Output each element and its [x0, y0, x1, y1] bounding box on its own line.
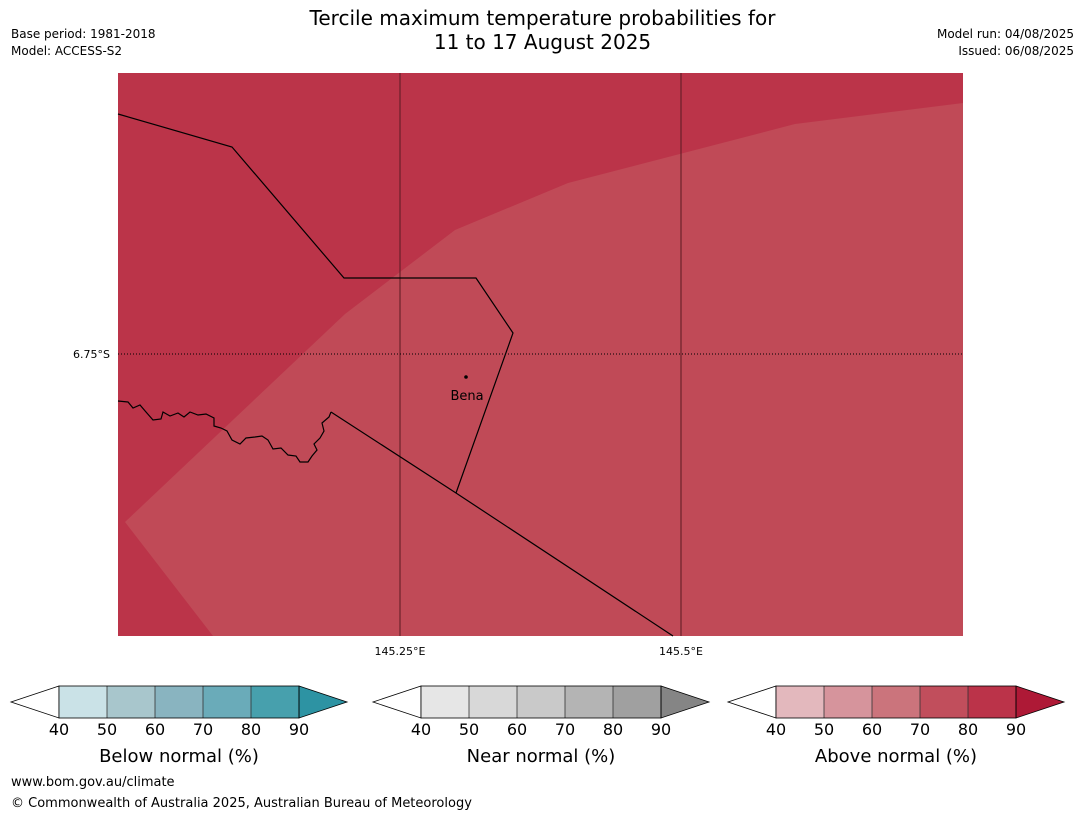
above-cbar-upper-triangle: [1015, 685, 1066, 719]
near-cbar-segment-2: [469, 686, 517, 718]
above-tick-40: 40: [766, 720, 786, 739]
above-normal-label: Above normal (%): [815, 746, 977, 767]
below-cbar-lower-triangle: [9, 685, 60, 719]
lon-label-145-25: 145.25°E: [375, 645, 426, 658]
footer-url[interactable]: www.bom.gov.au/climate: [11, 775, 175, 790]
province-boundary-south: [330, 411, 674, 637]
lighter-probability-region: [125, 103, 963, 636]
model-text: Model: ACCESS-S2: [11, 44, 123, 58]
near-cbar-segment-1: [421, 686, 469, 718]
bena-marker: [464, 375, 468, 379]
near-cbar-segment-5: [613, 686, 661, 718]
near-cbar-segment-3: [517, 686, 565, 718]
near-tick-50: 50: [459, 720, 479, 739]
colorbar-near-normal: 40 50 60 70 80 90 Near normal (%): [371, 685, 711, 767]
bena-label: Bena: [450, 389, 483, 404]
above-cbar-segment-4: [920, 686, 968, 718]
below-cbar-segment-3: [155, 686, 203, 718]
lat-label: 6.75°S: [73, 348, 110, 361]
above-tick-50: 50: [814, 720, 834, 739]
below-tick-50: 50: [97, 720, 117, 739]
right-metadata: Model run: 04/08/2025 Issued: 06/08/2025: [937, 26, 1074, 60]
below-tick-60: 60: [145, 720, 165, 739]
above-tick-70: 70: [910, 720, 930, 739]
below-tick-70: 70: [193, 720, 213, 739]
footer-copyright: © Commonwealth of Australia 2025, Austra…: [11, 796, 472, 811]
near-cbar-lower-triangle: [371, 685, 422, 719]
above-tick-90: 90: [1006, 720, 1026, 739]
above-tick-60: 60: [862, 720, 882, 739]
above-tick-80: 80: [958, 720, 978, 739]
near-tick-90: 90: [651, 720, 671, 739]
below-cbar-segment-2: [107, 686, 155, 718]
colorbar-above-normal: 40 50 60 70 80 90 Above normal (%): [726, 685, 1066, 767]
below-tick-80: 80: [241, 720, 261, 739]
colorbar-below-normal: 40 50 60 70 80 90 Below normal (%): [9, 685, 349, 767]
below-cbar-upper-triangle: [298, 685, 349, 719]
near-cbar-segment-4: [565, 686, 613, 718]
base-period-text: Base period: 1981-2018: [11, 27, 156, 41]
above-cbar-segment-5: [968, 686, 1016, 718]
near-tick-80: 80: [603, 720, 623, 739]
issued-text: Issued: 06/08/2025: [958, 44, 1074, 58]
below-cbar-segment-4: [203, 686, 251, 718]
near-normal-label: Near normal (%): [467, 746, 616, 767]
near-tick-70: 70: [555, 720, 575, 739]
map-panel: Bena 6.75°S 145.25°E 145.5°E: [73, 73, 963, 658]
near-cbar-upper-triangle: [660, 685, 711, 719]
lon-label-145-5: 145.5°E: [659, 645, 703, 658]
above-cbar-segment-2: [824, 686, 872, 718]
below-cbar-segment-5: [251, 686, 299, 718]
title-line-1: Tercile maximum temperature probabilitie…: [309, 6, 776, 30]
below-tick-40: 40: [49, 720, 69, 739]
below-cbar-segment-1: [59, 686, 107, 718]
above-cbar-segment-3: [872, 686, 920, 718]
province-boundary-north: [117, 113, 514, 494]
below-tick-90: 90: [289, 720, 309, 739]
chart-title: Tercile maximum temperature probabilitie…: [0, 6, 1085, 54]
below-normal-label: Below normal (%): [99, 746, 259, 767]
province-boundary-west: [117, 400, 332, 463]
left-metadata: Base period: 1981-2018 Model: ACCESS-S2: [11, 26, 156, 60]
above-cbar-segment-1: [776, 686, 824, 718]
above-cbar-lower-triangle: [726, 685, 777, 719]
model-run-text: Model run: 04/08/2025: [936, 27, 1074, 41]
near-tick-60: 60: [507, 720, 527, 739]
title-line-2: 11 to 17 August 2025: [433, 30, 652, 54]
near-tick-40: 40: [411, 720, 431, 739]
